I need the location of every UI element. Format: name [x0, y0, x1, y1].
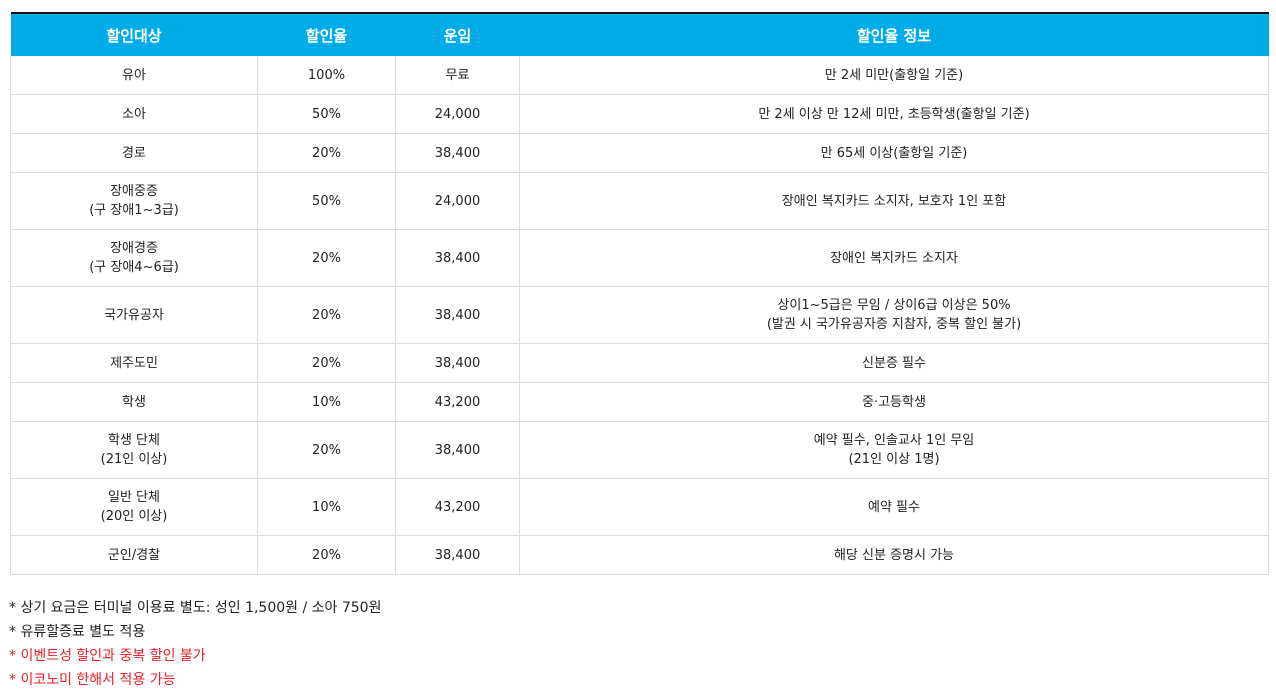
- info-cell: 만 2세 이상 만 12세 미만, 초등학생(출항일 기준): [519, 94, 1269, 134]
- info-cell-line: 만 65세 이상(출항일 기준): [820, 145, 968, 161]
- fare-cell: 38,400: [395, 286, 520, 344]
- target-cell-line: 학생 단체: [108, 433, 160, 448]
- target-cell-line: 소아: [122, 106, 146, 122]
- target-cell: 장애경증 (구 장애4~6급): [10, 229, 258, 287]
- table-row: 국가유공자 20% 38,400 상이1~5급은 무임 / 상이6급 이상은 50% (…: [10, 286, 1269, 344]
- fare-cell: 38,400: [395, 133, 520, 173]
- table-header-row: 할인대상 할인율 운임 할인율 정보: [10, 13, 1269, 56]
- target-cell-line: 학생: [122, 394, 146, 410]
- rate-cell: 20%: [257, 535, 396, 575]
- target-cell-line: 장애경증: [110, 241, 158, 256]
- note-item: * 유류할증료 별도 적용: [9, 624, 146, 640]
- rate-cell: 10%: [257, 478, 396, 536]
- table-row: 경로 20% 38,400 만 65세 이상(출항일 기준): [10, 133, 1269, 173]
- info-cell-line: 신분증 필수: [862, 355, 926, 371]
- table-row: 학생 단체 (21인 이상) 20% 38,400 예약 필수, 인솔교사 1인 무임 (…: [10, 421, 1269, 479]
- table-row: 장애중증 (구 장애1~3급) 50% 24,000 장애인 복지카드 소지자, 보호자…: [10, 172, 1269, 230]
- info-cell: 해당 신분 증명시 가능: [519, 535, 1269, 575]
- info-cell: 장애인 복지카드 소지자: [519, 229, 1269, 287]
- rate-cell: 10%: [257, 382, 396, 422]
- header-discount-rate: 할인율: [257, 13, 396, 56]
- fare-cell: 38,400: [395, 343, 520, 383]
- info-cell: 만 2세 미만(출항일 기준): [519, 56, 1269, 95]
- info-cell-line: 만 2세 미만(출항일 기준): [824, 67, 964, 83]
- target-cell-line: 군인/경찰: [107, 547, 161, 563]
- rate-cell: 50%: [257, 172, 396, 230]
- header-discount-target: 할인대상: [10, 13, 258, 56]
- header-fare: 운임: [395, 13, 520, 56]
- fare-notes: * 상기 요금은 터미널 이용료 별도: 성인 1,500원 / 소아 750원…: [9, 596, 381, 692]
- target-cell-line: 국가유공자: [104, 307, 164, 323]
- fare-cell: 24,000: [395, 172, 520, 230]
- rate-cell: 20%: [257, 229, 396, 287]
- target-cell-line: 유아: [122, 67, 146, 83]
- table-row: 장애경증 (구 장애4~6급) 20% 38,400 장애인 복지카드 소지자: [10, 229, 1269, 287]
- table-row: 유아 100% 무료 만 2세 미만(출항일 기준): [10, 56, 1269, 95]
- info-cell-line: 상이1~5급은 무임 / 상이6급 이상은 50%: [777, 298, 1011, 313]
- info-cell-line: 예약 필수, 인솔교사 1인 무임: [813, 433, 975, 448]
- info-cell-line: (21인 이상 1명): [848, 452, 940, 467]
- info-cell-line: 장애인 복지카드 소지자, 보호자 1인 포함: [781, 193, 1007, 209]
- info-cell-line: 해당 신분 증명시 가능: [833, 547, 955, 563]
- info-cell: 신분증 필수: [519, 343, 1269, 383]
- rate-cell: 50%: [257, 94, 396, 134]
- rate-cell: 100%: [257, 56, 396, 95]
- table-row: 군인/경찰 20% 38,400 해당 신분 증명시 가능: [10, 535, 1269, 575]
- info-cell: 예약 필수: [519, 478, 1269, 536]
- target-cell: 학생: [10, 382, 258, 422]
- target-cell: 군인/경찰: [10, 535, 258, 575]
- table-row: 소아 50% 24,000 만 2세 이상 만 12세 미만, 초등학생(출항일 기준…: [10, 94, 1269, 134]
- discount-fare-table: 할인대상 할인율 운임 할인율 정보 유아 100% 무료 만 2세 미만(출항일 기…: [10, 12, 1269, 575]
- note-item: * 이코노미 한해서 적용 가능: [9, 672, 176, 688]
- rate-cell: 20%: [257, 286, 396, 344]
- info-cell: 중·고등학생: [519, 382, 1269, 422]
- target-cell-line: (구 장애1~3급): [89, 203, 179, 218]
- table-row: 제주도민 20% 38,400 신분증 필수: [10, 343, 1269, 383]
- table-row: 일반 단체 (20인 이상) 10% 43,200 예약 필수: [10, 478, 1269, 536]
- info-cell-line: 만 2세 이상 만 12세 미만, 초등학생(출항일 기준): [758, 106, 1030, 122]
- target-cell-line: 장애중증: [110, 184, 158, 199]
- info-cell-line: 장애인 복지카드 소지자: [830, 250, 958, 266]
- target-cell: 일반 단체 (20인 이상): [10, 478, 258, 536]
- info-cell: 만 65세 이상(출항일 기준): [519, 133, 1269, 173]
- target-cell: 제주도민: [10, 343, 258, 383]
- info-cell: 장애인 복지카드 소지자, 보호자 1인 포함: [519, 172, 1269, 230]
- info-cell-line: (발권 시 국가유공자증 지참자, 중복 할인 불가): [766, 317, 1022, 332]
- fare-discount-section: 할인대상 할인율 운임 할인율 정보 유아 100% 무료 만 2세 미만(출항일 기…: [10, 12, 1269, 575]
- target-cell-line: 제주도민: [110, 355, 158, 371]
- target-cell: 국가유공자: [10, 286, 258, 344]
- info-cell: 상이1~5급은 무임 / 상이6급 이상은 50% (발권 시 국가유공자증 지참…: [519, 286, 1269, 344]
- fare-cell: 43,200: [395, 382, 520, 422]
- fare-cell: 24,000: [395, 94, 520, 134]
- note-item: * 상기 요금은 터미널 이용료 별도: 성인 1,500원 / 소아 750원: [9, 600, 382, 616]
- target-cell-line: 일반 단체: [108, 490, 160, 505]
- rate-cell: 20%: [257, 133, 396, 173]
- target-cell: 장애중증 (구 장애1~3급): [10, 172, 258, 230]
- target-cell-line: 경로: [122, 145, 146, 161]
- target-cell: 경로: [10, 133, 258, 173]
- target-cell-line: (21인 이상): [100, 452, 168, 467]
- table-body: 유아 100% 무료 만 2세 미만(출항일 기준) 소아 50% 24,000 만 2세 이…: [10, 56, 1269, 575]
- note-item: * 이벤트성 할인과 중복 할인 불가: [9, 648, 206, 664]
- target-cell-line: (20인 이상): [100, 509, 168, 524]
- header-discount-info: 할인율 정보: [519, 13, 1269, 56]
- fare-cell: 무료: [395, 56, 520, 95]
- info-cell: 예약 필수, 인솔교사 1인 무임 (21인 이상 1명): [519, 421, 1269, 479]
- fare-cell: 38,400: [395, 535, 520, 575]
- table-row: 학생 10% 43,200 중·고등학생: [10, 382, 1269, 422]
- target-cell: 소아: [10, 94, 258, 134]
- rate-cell: 20%: [257, 343, 396, 383]
- fare-cell: 43,200: [395, 478, 520, 536]
- rate-cell: 20%: [257, 421, 396, 479]
- target-cell-line: (구 장애4~6급): [89, 260, 179, 275]
- fare-cell: 38,400: [395, 229, 520, 287]
- target-cell: 유아: [10, 56, 258, 95]
- info-cell-line: 예약 필수: [868, 499, 920, 515]
- target-cell: 학생 단체 (21인 이상): [10, 421, 258, 479]
- info-cell-line: 중·고등학생: [862, 394, 926, 410]
- fare-cell: 38,400: [395, 421, 520, 479]
